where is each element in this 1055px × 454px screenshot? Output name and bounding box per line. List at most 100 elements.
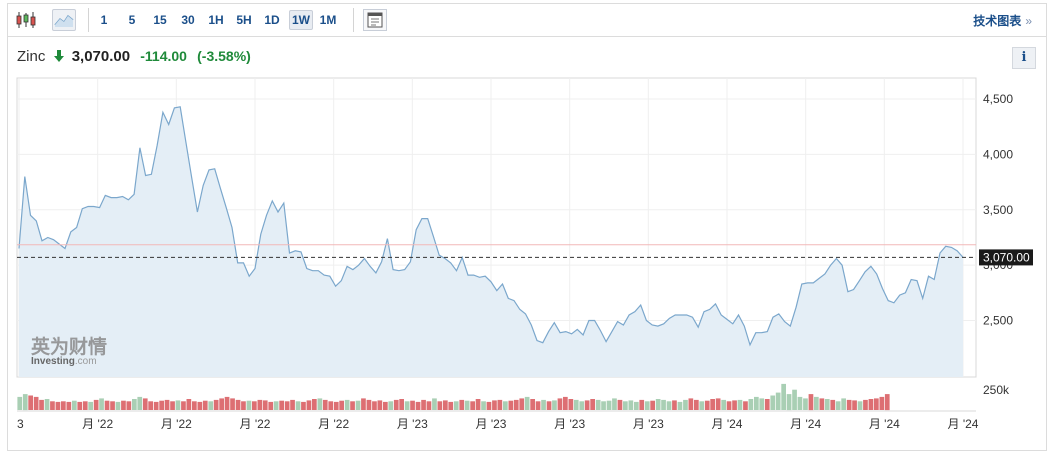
volume-bar xyxy=(175,400,181,410)
volume-bar xyxy=(186,399,192,410)
volume-bar xyxy=(481,401,486,410)
volume-bar xyxy=(492,400,497,410)
volume-bar xyxy=(530,399,535,410)
volume-bar xyxy=(284,401,290,410)
y-tick-label: 2,500 xyxy=(983,314,1013,328)
volume-bar xyxy=(192,401,197,410)
tech-chart-link[interactable]: 技术图表» xyxy=(973,12,1032,29)
volume-bar xyxy=(295,401,301,410)
volume-bar xyxy=(563,396,568,410)
x-tick-label: 月 '23 xyxy=(397,417,428,431)
candlestick-icon[interactable] xyxy=(14,9,38,31)
watermark-cn: 英为财情 xyxy=(31,335,107,358)
volume-bar xyxy=(688,398,694,410)
volume-bar xyxy=(573,399,579,410)
volume-bar xyxy=(88,401,93,410)
interval-5h-button[interactable]: 5H xyxy=(236,13,252,27)
volume-bar xyxy=(99,398,104,410)
volume-bar xyxy=(830,399,836,410)
volume-bar xyxy=(50,401,55,410)
volume-bar xyxy=(737,399,743,410)
interval-15-button[interactable]: 15 xyxy=(153,13,167,27)
area-chart-icon[interactable] xyxy=(52,9,76,31)
volume-bar xyxy=(535,401,541,410)
interval-5-button[interactable]: 5 xyxy=(128,13,136,27)
volume-bar xyxy=(584,400,590,410)
x-tick-label: 月 '24 xyxy=(790,417,821,431)
volume-bar xyxy=(213,399,219,410)
volume-bar xyxy=(568,399,574,410)
volume-bar xyxy=(634,401,639,410)
last-price-tag xyxy=(979,249,1033,266)
volume-bar xyxy=(524,396,530,410)
volume-bar xyxy=(148,401,153,410)
interval-30-button[interactable]: 30 xyxy=(181,13,195,27)
interval-1h-button[interactable]: 1H xyxy=(208,13,224,27)
volume-bar xyxy=(448,401,454,410)
volume-bar xyxy=(170,401,175,410)
volume-bar xyxy=(683,399,688,410)
interval-1m-button[interactable]: 1M xyxy=(319,13,337,27)
x-tick-label: 月 '23 xyxy=(633,417,664,431)
volume-bar xyxy=(486,401,492,410)
volume-bar xyxy=(819,398,825,410)
volume-bar xyxy=(824,399,830,410)
volume-bar xyxy=(590,399,595,410)
volume-bar xyxy=(66,401,72,410)
watermark-en: Investing.com xyxy=(31,356,97,367)
x-tick-label: 月 '24 xyxy=(869,417,900,431)
volume-bar xyxy=(797,396,803,410)
price-change: -114.00 xyxy=(140,48,187,64)
volume-bar xyxy=(759,398,765,410)
volume-bar xyxy=(55,401,61,410)
x-tick-label: 月 '22 xyxy=(318,417,349,431)
volume-bar xyxy=(781,383,786,410)
volume-bar xyxy=(710,399,715,410)
volume-bar xyxy=(704,400,710,410)
double-chevron-right-icon: » xyxy=(1025,14,1032,28)
volume-bar xyxy=(306,400,312,410)
volume-bar xyxy=(846,399,852,410)
volume-bar xyxy=(421,399,426,410)
y-tick-label: 4,500 xyxy=(983,92,1013,106)
volume-bar xyxy=(841,398,846,410)
volume-bar xyxy=(93,399,99,410)
volume-bar xyxy=(290,399,295,410)
interval-1w-button[interactable]: 1W xyxy=(289,10,313,30)
x-tick-label: 3 xyxy=(17,417,24,431)
volume-bar xyxy=(328,401,334,410)
volume-bar xyxy=(132,399,137,410)
volume-bar xyxy=(410,400,415,410)
chart-toolbar: 1 5 15 30 1H 5H 1D 1W 1M 技术图表» xyxy=(8,4,1046,37)
volume-bar xyxy=(623,401,628,410)
volume-bar xyxy=(443,400,448,410)
volume-bar xyxy=(77,401,83,410)
arrow-down-icon xyxy=(53,48,68,65)
volume-bar xyxy=(197,401,203,410)
volume-bar xyxy=(764,399,770,410)
volume-bar xyxy=(17,396,23,410)
volume-bar xyxy=(650,400,655,410)
volume-bar xyxy=(541,399,546,410)
volume-bar xyxy=(661,399,666,410)
x-tick-label: 月 '22 xyxy=(240,417,271,431)
volume-bar xyxy=(639,399,645,410)
volume-bar xyxy=(672,400,677,410)
tech-chart-label: 技术图表 xyxy=(973,14,1022,28)
chart-widget-frame xyxy=(7,3,1047,451)
calendar-icon[interactable] xyxy=(363,9,387,31)
volume-bar xyxy=(879,396,885,410)
volume-bar xyxy=(557,398,563,410)
volume-bar xyxy=(814,396,819,410)
volume-bar xyxy=(775,392,781,410)
volume-bar xyxy=(115,401,121,410)
interval-1d-button[interactable]: 1D xyxy=(264,13,280,27)
interval-1-button[interactable]: 1 xyxy=(100,13,108,27)
y-tick-label: 4,000 xyxy=(983,147,1013,161)
volume-bar xyxy=(126,401,132,410)
x-tick-label: 月 '24 xyxy=(712,417,743,431)
info-button[interactable]: i xyxy=(1012,47,1036,69)
toolbar-divider xyxy=(88,8,89,32)
volume-bar xyxy=(339,400,344,410)
